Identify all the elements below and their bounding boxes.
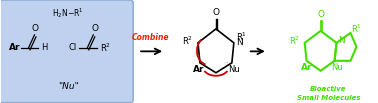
Text: R$^2$: R$^2$ — [183, 35, 194, 47]
Text: R$^2$: R$^2$ — [100, 42, 112, 54]
Text: H: H — [42, 43, 48, 52]
Text: Ar: Ar — [301, 63, 312, 72]
Text: Cl: Cl — [68, 43, 76, 52]
Text: Nu: Nu — [331, 63, 342, 72]
Text: O: O — [32, 24, 39, 33]
FancyBboxPatch shape — [0, 0, 133, 103]
Text: Nu: Nu — [228, 65, 240, 74]
Text: Bioactive
Small Molecules: Bioactive Small Molecules — [297, 86, 360, 101]
Text: N: N — [339, 36, 345, 45]
Text: O: O — [212, 8, 219, 18]
Text: Combine: Combine — [132, 33, 169, 42]
Text: O: O — [92, 24, 99, 33]
Text: Ar: Ar — [193, 65, 205, 74]
Text: Ar: Ar — [9, 43, 20, 52]
Text: R$^1$: R$^1$ — [351, 23, 362, 35]
Text: H$_2$N$-$R$^1$: H$_2$N$-$R$^1$ — [53, 6, 84, 20]
Text: "Nu": "Nu" — [58, 82, 79, 91]
Text: O: O — [317, 10, 324, 19]
Text: N: N — [236, 38, 243, 47]
Text: R$^2$: R$^2$ — [289, 35, 300, 47]
Text: R$^1$: R$^1$ — [236, 31, 247, 43]
